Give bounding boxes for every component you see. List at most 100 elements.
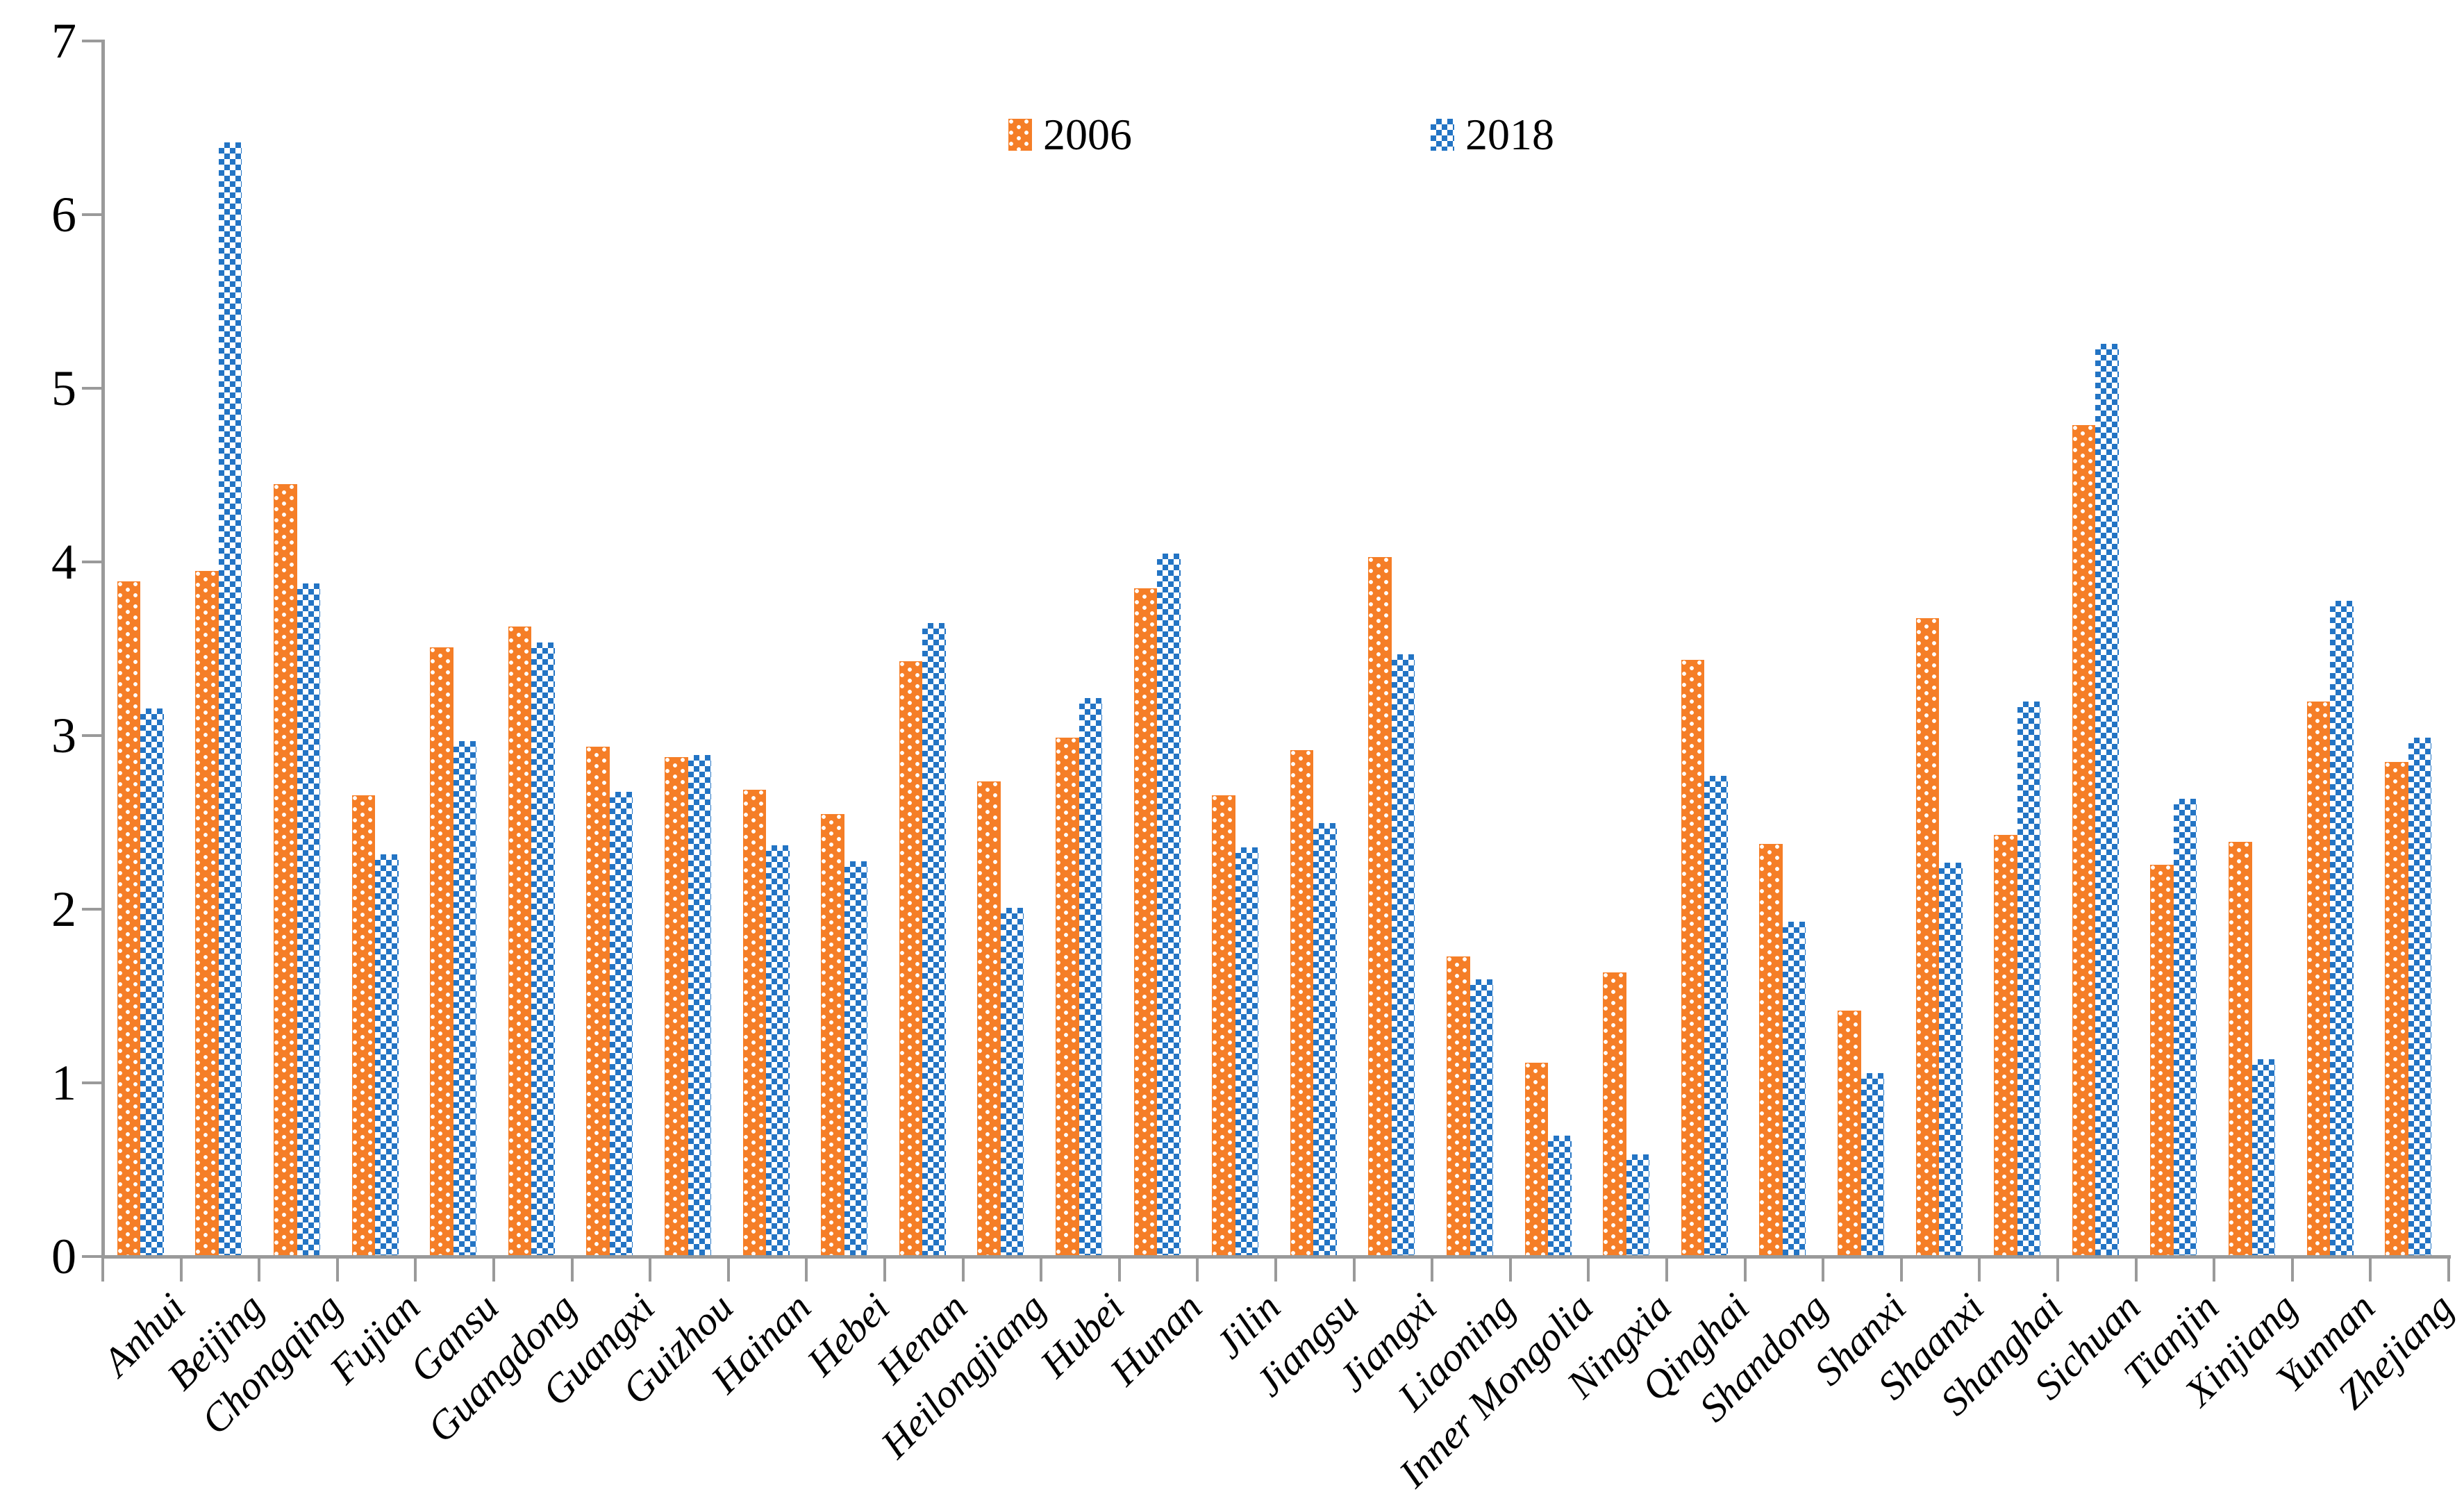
- bar-2018-gansu: [453, 741, 477, 1255]
- y-tick-label-3: 3: [51, 708, 76, 763]
- y-tick-label-7: 7: [51, 13, 76, 69]
- bar-2018-ningxia: [1626, 1154, 1650, 1255]
- x-tick: [1743, 1259, 1747, 1282]
- x-tick: [1587, 1259, 1590, 1282]
- bar-2006-shandong: [1759, 843, 1783, 1255]
- x-tick: [2213, 1259, 2216, 1282]
- bar-2006-anhui: [117, 581, 141, 1255]
- y-tick-5: [82, 387, 101, 390]
- bar-2018-hainan: [766, 845, 790, 1255]
- x-tick: [649, 1259, 652, 1282]
- bar-2018-xinjiang: [2251, 1059, 2275, 1255]
- x-tick: [2290, 1259, 2294, 1282]
- x-tick: [883, 1259, 886, 1282]
- x-tick: [805, 1259, 808, 1282]
- bar-2018-beijing: [218, 142, 242, 1255]
- bar-2018-jilin: [1235, 847, 1259, 1255]
- bar-2006-ningxia: [1603, 972, 1626, 1255]
- bar-2018-shanghai: [2017, 701, 2041, 1255]
- bar-2006-sichuan: [2072, 425, 2096, 1255]
- bar-2006-liaoning: [1447, 956, 1470, 1255]
- legend-item-2006: 2006: [1008, 113, 1132, 157]
- bar-2006-beijing: [195, 571, 219, 1255]
- x-tick: [1822, 1259, 1825, 1282]
- y-tick-label-4: 4: [51, 534, 76, 590]
- legend-label-2006: 2006: [1043, 110, 1132, 159]
- bar-2006-heilongjiang: [977, 781, 1001, 1255]
- x-axis-line: [101, 1255, 2451, 1259]
- y-tick-0: [82, 1255, 101, 1258]
- x-tick: [1274, 1259, 1277, 1282]
- bar-2006-shaanxi: [1915, 617, 1940, 1255]
- bar-2006-xinjiang: [2229, 842, 2252, 1255]
- bar-2006-guangdong: [508, 627, 532, 1255]
- bar-2018-henan: [922, 623, 946, 1255]
- bar-2018-qinghai: [1704, 776, 1728, 1255]
- x-tick: [1899, 1259, 1903, 1282]
- x-tick: [726, 1259, 730, 1282]
- y-tick-label-0: 0: [51, 1229, 76, 1284]
- bar-2018-chongqing: [297, 583, 320, 1255]
- bar-2006-jiangsu: [1290, 749, 1314, 1255]
- bar-2018-sichuan: [2095, 343, 2119, 1255]
- y-tick-3: [82, 734, 101, 737]
- bar-2018-inner-mongolia: [1548, 1135, 1572, 1255]
- bar-2006-tianjin: [2150, 864, 2174, 1255]
- x-tick: [961, 1259, 965, 1282]
- y-tick-2: [82, 908, 101, 911]
- bar-2018-yunnan: [2330, 600, 2354, 1255]
- y-tick-label-1: 1: [51, 1055, 76, 1111]
- x-tick: [258, 1259, 261, 1282]
- bar-2006-hainan: [742, 790, 767, 1255]
- bar-2006-yunnan: [2306, 701, 2331, 1255]
- x-tick: [1978, 1259, 1981, 1282]
- bar-2006-chongqing: [274, 484, 297, 1255]
- x-tick: [570, 1259, 574, 1282]
- legend-swatch-2018: [1431, 119, 1454, 151]
- y-axis-line: [101, 40, 105, 1259]
- bar-2018-jiangxi: [1391, 654, 1415, 1255]
- y-tick-label-6: 6: [51, 187, 76, 242]
- bar-2006-gansu: [430, 647, 453, 1255]
- bar-2018-guangdong: [531, 642, 555, 1255]
- bar-2006-hubei: [1056, 738, 1079, 1255]
- bar-2018-jiangsu: [1313, 822, 1337, 1255]
- x-tick: [1040, 1259, 1043, 1282]
- x-tick: [335, 1259, 339, 1282]
- bar-2018-liaoning: [1470, 979, 1493, 1255]
- bar-2018-fujian: [375, 854, 399, 1255]
- x-tick: [492, 1259, 495, 1282]
- legend-item-2018: 2018: [1431, 113, 1554, 157]
- x-tick: [1665, 1259, 1668, 1282]
- legend-swatch-2006: [1008, 119, 1032, 151]
- y-tick-1: [82, 1081, 101, 1084]
- x-tick: [414, 1259, 417, 1282]
- bar-2006-jiangxi: [1368, 557, 1392, 1255]
- bar-2018-heilongjiang: [1000, 908, 1024, 1255]
- y-tick-label-2: 2: [51, 881, 76, 937]
- bar-2018-hebei: [844, 861, 868, 1255]
- bar-2006-jilin: [1212, 795, 1235, 1255]
- bar-2006-guizhou: [665, 756, 688, 1255]
- x-tick: [1196, 1259, 1199, 1282]
- x-tick: [1431, 1259, 1434, 1282]
- bar-2018-hunan: [1157, 554, 1181, 1255]
- bar-2006-inner-mongolia: [1524, 1062, 1549, 1255]
- y-tick-4: [82, 561, 101, 563]
- x-tick: [2447, 1259, 2450, 1282]
- y-tick-label-5: 5: [51, 360, 76, 416]
- y-tick-6: [82, 213, 101, 216]
- x-tick: [179, 1259, 183, 1282]
- bar-2006-shanxi: [1838, 1010, 1861, 1255]
- bar-2018-shandong: [1782, 922, 1806, 1255]
- bar-2006-hunan: [1133, 588, 1158, 1255]
- x-tick: [2369, 1259, 2372, 1282]
- bar-2006-hebei: [821, 814, 844, 1255]
- bar-2006-zhejiang: [2385, 762, 2408, 1255]
- bar-2018-shaanxi: [1939, 863, 1963, 1255]
- legend-label-2018: 2018: [1465, 110, 1554, 159]
- x-tick: [2056, 1259, 2059, 1282]
- bar-2018-shanxi: [1861, 1072, 1884, 1255]
- x-tick: [2134, 1259, 2138, 1282]
